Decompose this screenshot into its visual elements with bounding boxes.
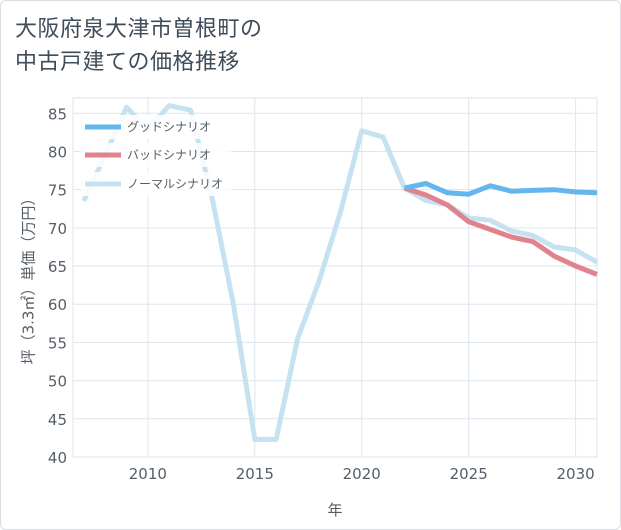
- legend-good-scenario: グッドシナリオ: [81, 115, 231, 139]
- bad-scenario-line: [403, 185, 598, 277]
- normal-scenario-line: [81, 103, 599, 442]
- y-axis-label: 坪（3.3㎡）単価（万円）: [20, 191, 38, 365]
- legend-label: ノーマルシナリオ: [127, 177, 223, 191]
- chart-title-line2: 中古戸建ての価格推移: [15, 50, 241, 75]
- y-tick-label: 85: [48, 105, 67, 123]
- legend-label: バッドシナリオ: [127, 148, 211, 162]
- y-tick-label: 55: [48, 334, 67, 352]
- x-axis-ticks: 2010 2015 2020 2025 2030: [129, 465, 595, 483]
- series-layer: [81, 103, 599, 442]
- x-tick-label: 2020: [343, 465, 381, 483]
- y-tick-label: 80: [48, 143, 67, 161]
- chart-title-line1: 大阪府泉大津市曽根町の: [15, 17, 263, 42]
- good-scenario-line: [403, 181, 598, 197]
- y-tick-label: 70: [48, 220, 67, 238]
- legend-label: グッドシナリオ: [127, 120, 211, 134]
- x-tick-label: 2010: [129, 465, 167, 483]
- legend-bad-scenario: バッドシナリオ: [81, 143, 231, 167]
- y-tick-label: 60: [48, 296, 67, 314]
- x-tick-label: 2030: [557, 465, 595, 483]
- y-axis-ticks: 40 45 50 55 60 65 70 75 80 85: [48, 105, 67, 467]
- y-tick-label: 50: [48, 373, 67, 391]
- x-tick-label: 2015: [236, 465, 274, 483]
- y-tick-label: 75: [48, 182, 67, 200]
- grid-lines: [72, 97, 598, 458]
- y-tick-label: 45: [48, 411, 67, 429]
- chart-title: 大阪府泉大津市曽根町の 中古戸建ての価格推移: [15, 13, 263, 79]
- x-tick-label: 2025: [450, 465, 488, 483]
- y-tick-label: 65: [48, 258, 67, 276]
- legend-normal-scenario: ノーマルシナリオ: [81, 172, 231, 196]
- y-tick-label: 40: [48, 449, 67, 467]
- x-axis-label: 年: [327, 501, 342, 519]
